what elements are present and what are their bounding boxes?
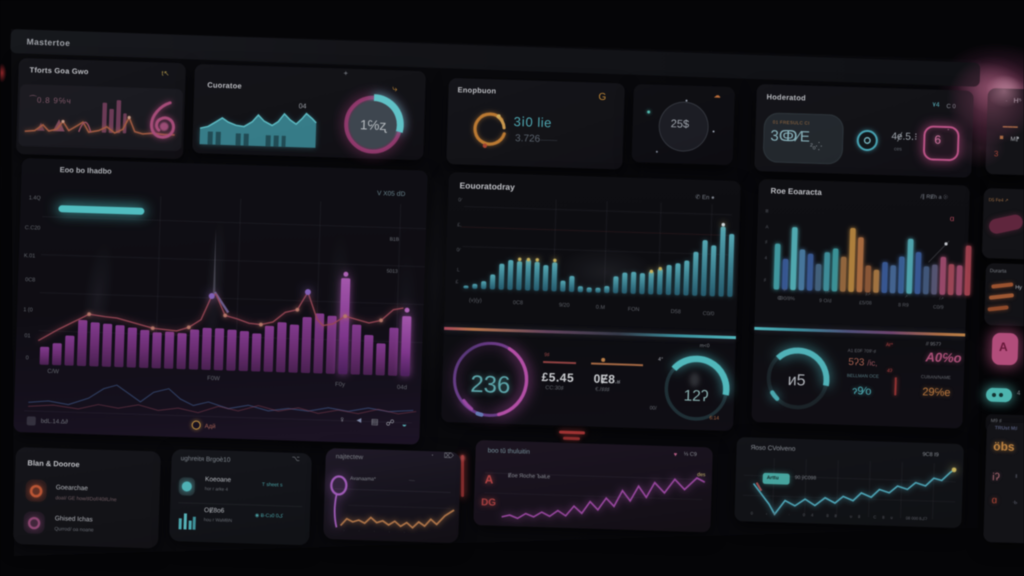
- svg-text:12ʔ: 12ʔ: [683, 387, 709, 405]
- svg-text:236: 236: [470, 371, 511, 399]
- svg-text:и5: и5: [787, 372, 805, 390]
- svg-text:1℅ʐ: 1℅ʐ: [360, 117, 388, 133]
